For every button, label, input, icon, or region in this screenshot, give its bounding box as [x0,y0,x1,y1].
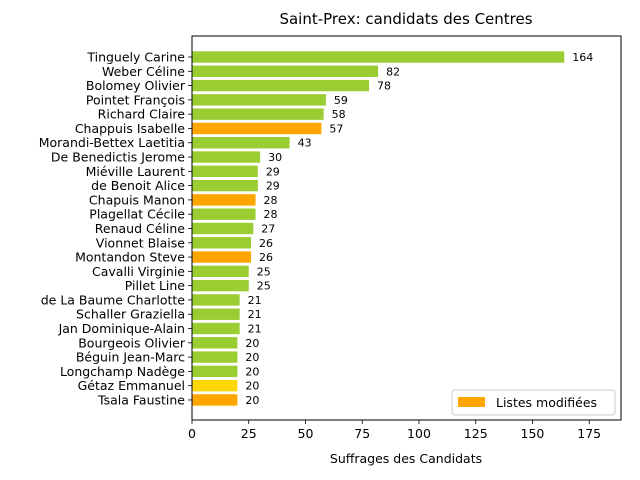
bar [192,122,322,135]
data-label: 21 [248,308,262,321]
y-tick-label: Longchamp Nadège [60,364,185,379]
data-label: 20 [245,380,259,393]
x-tick-label: 100 [407,426,431,441]
data-label: 28 [264,194,278,207]
bar [192,79,370,92]
bar [192,65,379,77]
y-tick-label: Renaud Céline [95,221,186,236]
chart-title: Saint-Prex: candidats des Centres [279,10,532,28]
y-tick-label: Schaller Graziella [76,307,185,322]
y-tick-label: De Benedictis Jerome [51,150,185,165]
y-tick-label: de La Baume Charlotte [41,292,186,307]
data-label: 26 [259,251,273,264]
bar [192,208,256,220]
legend: Listes modifiées [451,389,616,416]
y-tick-label: Weber Céline [102,64,185,79]
bar [192,237,252,249]
data-label: 28 [264,208,278,221]
bar [192,279,249,292]
y-tick-label: Cavalli Virginie [92,264,185,279]
y-tick-label: Bolomey Olivier [86,78,186,93]
data-label: 29 [266,180,280,193]
data-label: 21 [248,294,262,307]
y-tick-label: Bourgeois Olivier [78,335,186,350]
y-tick-label: Jan Dominique-Alain [58,321,185,336]
data-label: 20 [245,351,259,364]
bar [192,322,240,335]
data-label: 20 [245,337,259,350]
y-tick-label: Chapuis Manon [89,192,185,207]
bar [192,165,258,178]
y-tick-label: Pointet François [86,92,185,107]
y-tick-label: Montandon Steve [75,250,185,265]
x-axis: 0 25 50 75 100 125 150 175 [188,420,601,441]
data-label: 30 [268,151,282,164]
data-label: 29 [266,165,280,178]
bars-layer [192,51,565,406]
legend-swatch [458,397,485,407]
y-tick-label: de Benoit Alice [91,178,185,193]
bar [192,151,261,163]
y-tick-label: Vionnet Blaise [96,235,186,250]
data-label: 25 [257,280,271,293]
data-label: 25 [257,265,271,278]
y-tick-label: Richard Claire [98,107,186,122]
bar [192,51,565,63]
plot-frame [191,35,622,421]
x-tick-label: 0 [188,426,196,441]
x-axis-label: Suffrages des Candidats [330,451,482,466]
value-labels: 1648278595857433029292828272626252521212… [245,51,593,407]
y-tick-label: Chappuis Isabelle [75,121,185,136]
data-label: 78 [377,80,391,93]
y-tick-label: Tsala Faustine [97,392,185,407]
data-label: 59 [334,94,348,107]
bar [192,222,254,235]
data-label: 43 [298,137,312,150]
bar [192,251,252,263]
bar [192,194,256,206]
bar [192,394,238,406]
data-label: 21 [248,323,262,336]
data-label: 58 [332,108,346,121]
x-tick-label: 150 [521,426,545,441]
y-tick-label: Morandi-Bettex Laetitia [39,135,185,150]
bar [192,294,240,306]
legend-box [451,389,616,416]
bar [192,351,238,363]
data-label: 57 [329,122,343,135]
bar [192,379,238,392]
data-label: 20 [245,394,259,407]
bar [192,308,240,320]
bar [192,365,238,378]
bar [192,94,326,106]
bar [192,108,324,120]
bar [192,265,249,278]
data-label: 26 [259,237,273,250]
x-tick-label: 50 [298,426,314,441]
y-tick-label: Plagellat Cécile [89,207,185,222]
bar [192,179,258,192]
data-label: 164 [572,51,593,64]
x-tick-label: 75 [354,426,370,441]
y-tick-label: Miéville Laurent [86,164,185,179]
bar [192,137,290,149]
y-tick-label: Pillet Line [125,278,186,293]
legend-entry: Listes modifiées [496,395,597,410]
x-tick-label: 175 [577,426,601,441]
x-tick-label: 125 [464,426,488,441]
x-tick-label: 25 [241,426,257,441]
y-tick-label: Béguin Jean-Marc [76,350,185,365]
bar [192,337,238,349]
data-label: 27 [261,222,275,235]
y-tick-label: Gétaz Emmanuel [78,378,185,393]
data-label: 20 [245,365,259,378]
data-label: 82 [386,65,400,78]
y-tick-label: Tinguely Carine [86,50,185,65]
